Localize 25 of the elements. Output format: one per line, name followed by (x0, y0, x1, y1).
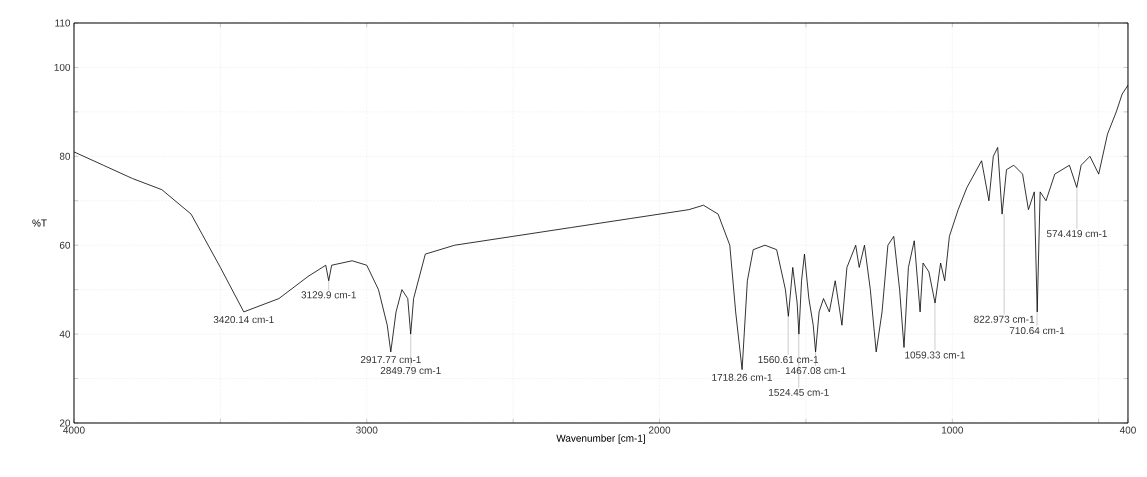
annotation: 574.419 cm-1 (1046, 230, 1107, 238)
annotation: 2849.79 cm-1 (380, 366, 441, 375)
y-tick-label: 110 (55, 19, 71, 27)
annotation: 2917.77 cm-1 (360, 356, 421, 364)
annotation: 1059.33 cm-1 (905, 351, 965, 359)
y-tick-label: 80 (59, 152, 71, 160)
annotation: 3129.9 cm-1 (301, 291, 356, 299)
y-axis-title: %T (32, 219, 47, 227)
x-tick-label: 3000 (356, 426, 378, 434)
x-tick-label: 4000 (63, 426, 85, 434)
annotation: 3420.14 cm-1 (213, 316, 274, 324)
annotation: 1718.26 cm-1 (712, 373, 772, 381)
annotation: 1467.08 cm-1 (785, 367, 846, 375)
annotation: 822.973 cm-1 (974, 315, 1035, 323)
annotation: 710.64 cm-1 (1009, 327, 1065, 335)
annotation: 1524.45 cm-1 (769, 388, 829, 396)
y-tick-label: 60 (59, 241, 71, 249)
x-tick-label: 1000 (942, 426, 963, 434)
x-tick-label: 2000 (648, 426, 671, 434)
y-tick-label: 100 (54, 63, 71, 71)
y-tick-label: 20 (59, 419, 71, 427)
x-axis-title: Wavenumber [cm-1] (556, 434, 645, 444)
y-tick-label: 40 (59, 330, 71, 338)
x-tick-label: 400 (1119, 426, 1136, 434)
annotation: 1560.61 cm-1 (758, 355, 819, 364)
